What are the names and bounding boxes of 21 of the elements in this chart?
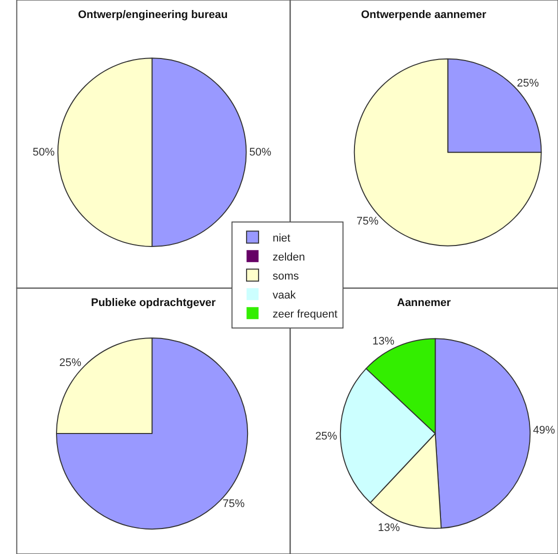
data-label: 75% (356, 215, 379, 228)
data-label: 13% (372, 335, 395, 348)
chart-title: Aannemer (397, 297, 452, 309)
data-label: 25% (315, 430, 338, 442)
data-label: 50% (249, 146, 272, 158)
chart-title: Ontwerpende aannemer (361, 9, 488, 21)
legend-label: vaak (272, 289, 296, 302)
data-label: 75% (222, 498, 245, 510)
data-label: 13% (378, 522, 400, 534)
chart-title: Ontwerp/engineering bureau (78, 9, 228, 21)
chart-title: Publieke opdrachtgever (91, 297, 216, 309)
data-label: 25% (516, 77, 540, 90)
data-label: 50% (32, 146, 55, 158)
data-label: 25% (59, 356, 82, 369)
legend-label: zeer frequent (272, 308, 338, 320)
pie-slice (56, 337, 248, 530)
legend-label: soms (272, 270, 300, 282)
pie-slice (354, 58, 542, 246)
legend-label: zelden (272, 251, 305, 264)
legend-label: niet (272, 232, 290, 244)
data-label: 49% (533, 424, 556, 437)
